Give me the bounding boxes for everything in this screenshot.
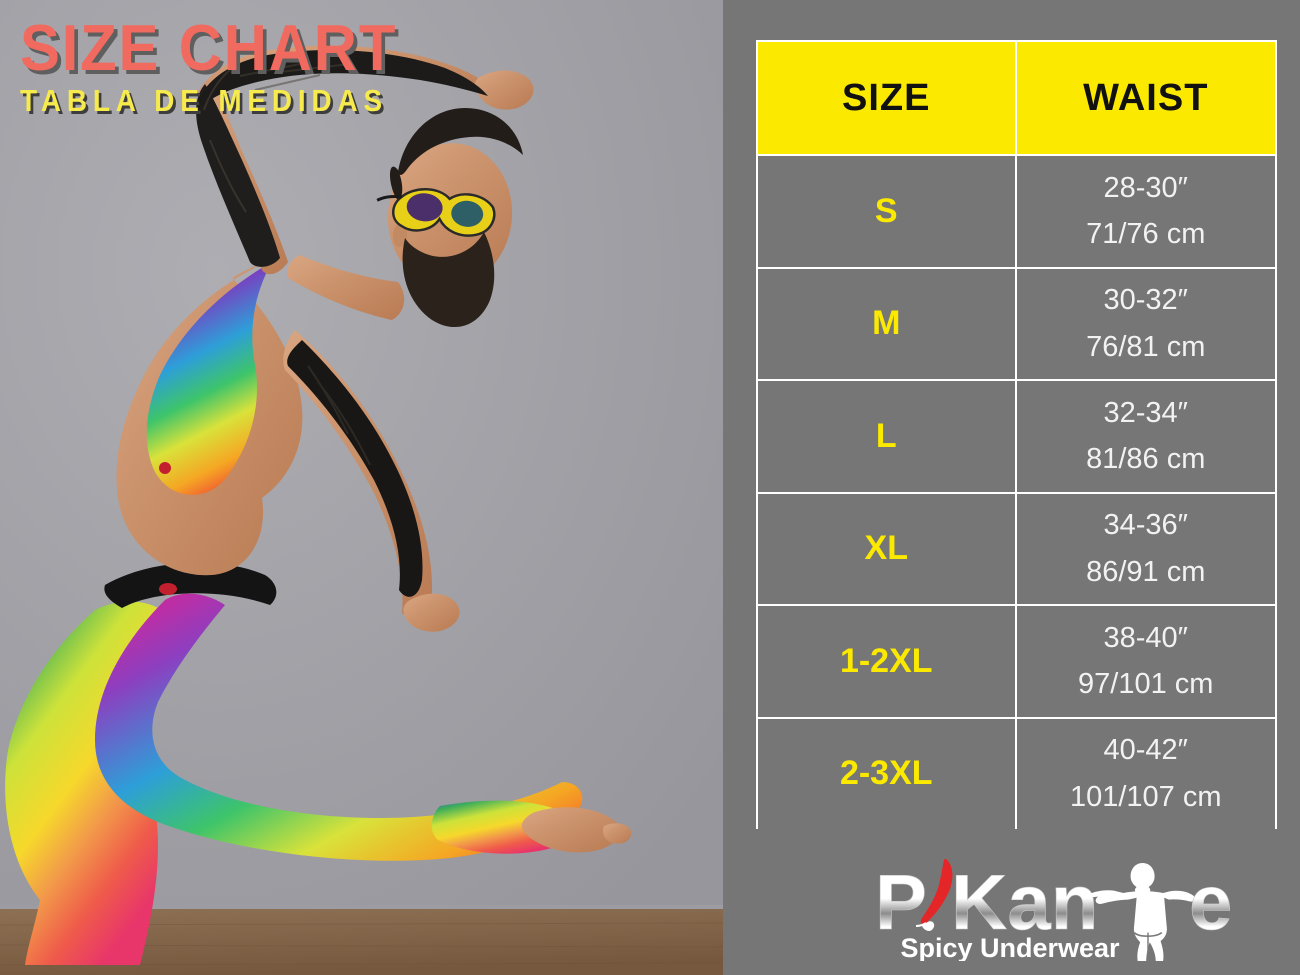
svg-text:Spicy Underwear: Spicy Underwear [900,933,1120,961]
svg-text:e: e [1189,858,1232,946]
